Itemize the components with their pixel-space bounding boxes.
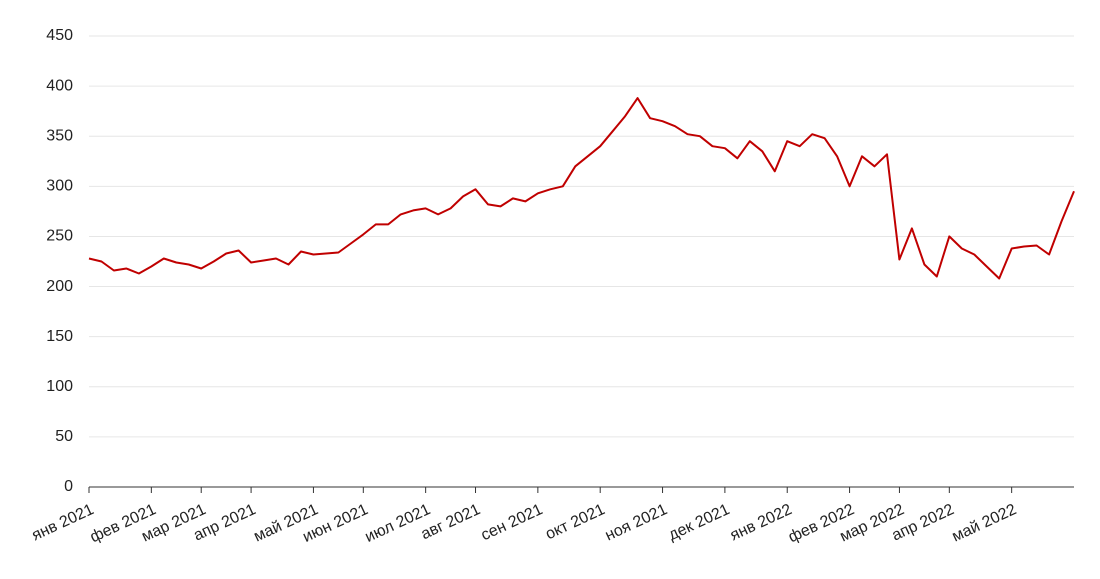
y-tick-label: 50 — [55, 428, 73, 445]
x-tick-label: дек 2021 — [666, 501, 732, 544]
y-tick-label: 300 — [46, 178, 73, 195]
y-tick-label: 250 — [46, 228, 73, 245]
y-tick-label: 400 — [46, 77, 73, 94]
x-tick-label: сен 2021 — [479, 501, 546, 544]
x-tick-label: окт 2021 — [543, 501, 608, 543]
y-tick-label: 450 — [46, 27, 73, 44]
x-tick-label: май 2022 — [950, 501, 1020, 546]
y-tick-label: 100 — [46, 378, 73, 395]
x-tick-label: ноя 2021 — [603, 501, 670, 545]
x-tick-label: янв 2021 — [29, 501, 96, 544]
y-tick-label: 150 — [46, 328, 73, 345]
y-tick-label: 200 — [46, 278, 73, 295]
x-tick-label: июл 2021 — [363, 501, 434, 546]
price-line — [88, 97, 1075, 280]
y-tick-label: 0 — [64, 478, 73, 495]
y-tick-label: 350 — [46, 127, 73, 144]
x-tick-label: янв 2022 — [728, 501, 795, 544]
